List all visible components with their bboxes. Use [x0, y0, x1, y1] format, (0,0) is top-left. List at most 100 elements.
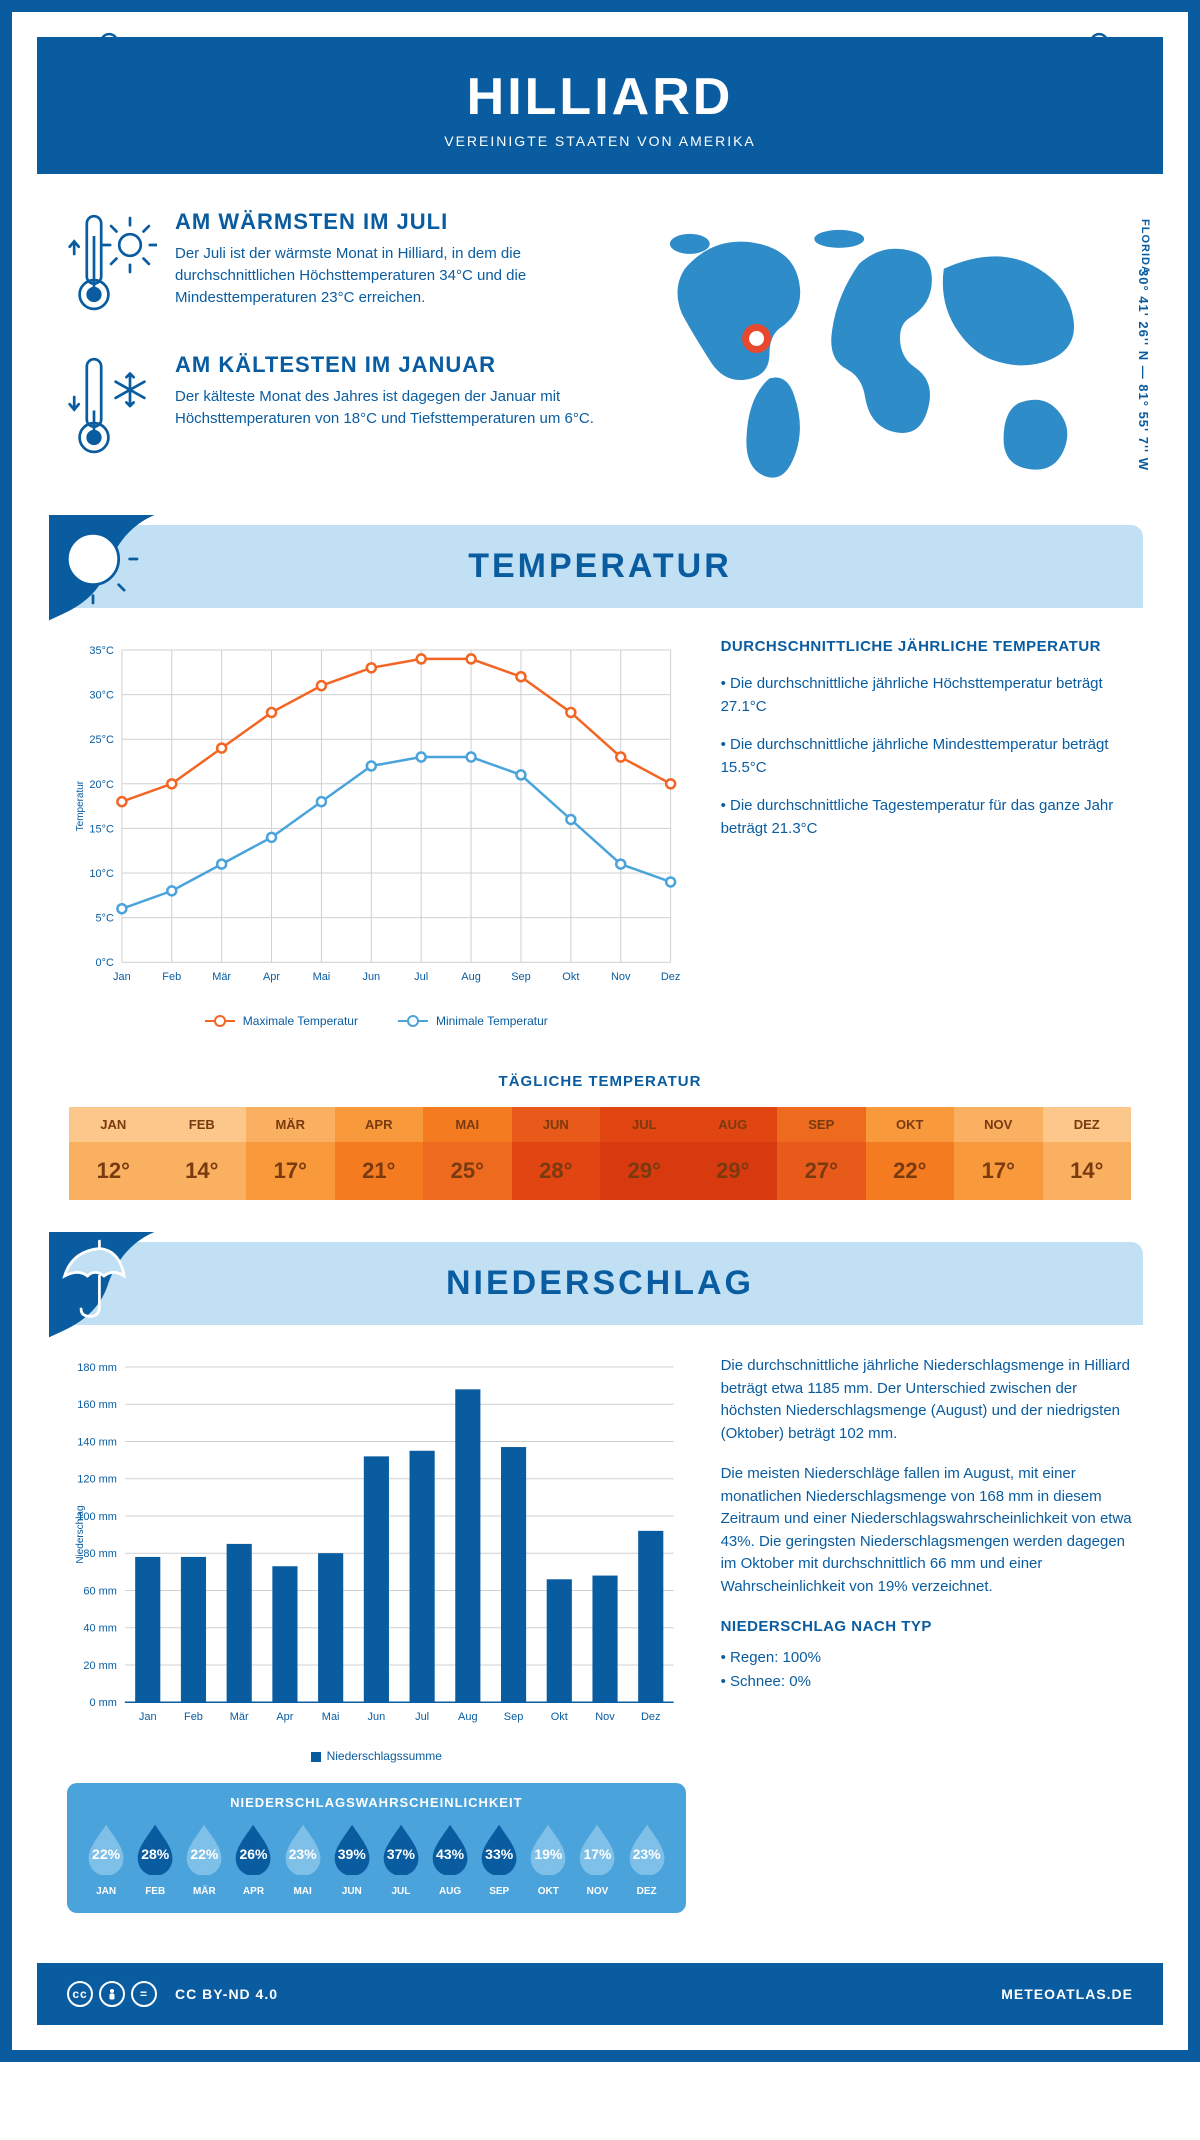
svg-text:160 mm: 160 mm [77, 1399, 117, 1411]
prob-drop: 22%JAN [83, 1822, 129, 1897]
temperature-banner: TEMPERATUR [57, 525, 1143, 608]
precip-type-snow: • Schnee: 0% [721, 1671, 1133, 1694]
svg-text:35°C: 35°C [89, 645, 114, 657]
fact-warm-body: Der Juli ist der wärmste Monat in Hillia… [175, 243, 615, 308]
daily-cell: FEB14° [158, 1107, 247, 1200]
precip-para-2: Die meisten Niederschläge fallen im Augu… [721, 1463, 1133, 1598]
svg-text:Mai: Mai [322, 1711, 340, 1723]
license-text: CC BY-ND 4.0 [175, 1986, 278, 2002]
temp-legend: Maximale Temperatur Minimale Temperatur [67, 1014, 686, 1028]
daily-cell: JUL29° [600, 1107, 689, 1200]
svg-text:Okt: Okt [562, 971, 579, 983]
by-icon [99, 1981, 125, 2007]
precip-left-col: 0 mm20 mm40 mm60 mm80 mm100 mm120 mm140 … [67, 1355, 686, 1913]
fact-warm-title: AM WÄRMSTEN IM JULI [175, 209, 615, 235]
svg-text:Aug: Aug [461, 971, 481, 983]
svg-text:120 mm: 120 mm [77, 1474, 117, 1486]
svg-text:Jan: Jan [139, 1711, 157, 1723]
svg-text:Dez: Dez [641, 1711, 661, 1723]
precip-para-1: Die durchschnittliche jährliche Niedersc… [721, 1355, 1133, 1445]
daily-temp-title: TÄGLICHE TEMPERATUR [12, 1073, 1188, 1090]
prob-drops-row: 22%JAN28%FEB22%MÄR26%APR23%MAI39%JUN37%J… [83, 1822, 670, 1897]
prob-drop: 37%JUL [378, 1822, 424, 1897]
svg-text:Mai: Mai [313, 971, 331, 983]
temp-fact-3: • Die durchschnittliche Tagestemperatur … [721, 795, 1133, 840]
daily-cell: AUG29° [689, 1107, 778, 1200]
svg-text:Feb: Feb [162, 971, 181, 983]
svg-text:140 mm: 140 mm [77, 1437, 117, 1449]
daily-cell: JAN12° [69, 1107, 158, 1200]
svg-text:Aug: Aug [458, 1711, 478, 1723]
world-map-icon [635, 209, 1133, 488]
svg-text:Sep: Sep [504, 1711, 524, 1723]
daily-cell: NOV17° [954, 1107, 1043, 1200]
prob-drop: 17%NOV [574, 1822, 620, 1897]
license-block: cc = CC BY-ND 4.0 [67, 1981, 278, 2007]
fact-warmest: AM WÄRMSTEN IM JULI Der Juli ist der wär… [67, 209, 615, 322]
probability-box: NIEDERSCHLAGSWAHRSCHEINLICHKEIT 22%JAN28… [67, 1783, 686, 1913]
prob-title: NIEDERSCHLAGSWAHRSCHEINLICHKEIT [83, 1795, 670, 1810]
precipitation-row: 0 mm20 mm40 mm60 mm80 mm100 mm120 mm140 … [12, 1325, 1188, 1933]
svg-text:30°C: 30°C [89, 690, 114, 702]
prob-drop: 33%SEP [476, 1822, 522, 1897]
svg-text:Nov: Nov [611, 971, 631, 983]
svg-text:15°C: 15°C [89, 823, 114, 835]
svg-text:Mär: Mär [212, 971, 231, 983]
svg-text:Jul: Jul [414, 971, 428, 983]
svg-text:Jul: Jul [415, 1711, 429, 1723]
prob-drop: 26%APR [230, 1822, 276, 1897]
fact-cold-body: Der kälteste Monat des Jahres ist dagege… [175, 386, 615, 430]
svg-text:20°C: 20°C [89, 779, 114, 791]
svg-text:25°C: 25°C [89, 734, 114, 746]
svg-text:Mär: Mär [230, 1711, 249, 1723]
daily-cell: DEZ14° [1043, 1107, 1132, 1200]
umbrella-icon [49, 1232, 159, 1347]
intro-row: AM WÄRMSTEN IM JULI Der Juli ist der wär… [12, 174, 1188, 525]
world-map-area: FLORIDA 30° 41' 26'' N — 81° 55' 7'' W [635, 209, 1133, 495]
thermometer-sun-icon [67, 209, 157, 322]
prob-drop: 23%MAI [280, 1822, 326, 1897]
svg-text:20 mm: 20 mm [83, 1660, 117, 1672]
daily-cell: SEP27° [777, 1107, 866, 1200]
svg-text:Nov: Nov [595, 1711, 615, 1723]
prob-drop: 43%AUG [427, 1822, 473, 1897]
precip-text: Die durchschnittliche jährliche Niedersc… [721, 1355, 1133, 1913]
coords-label: 30° 41' 26'' N — 81° 55' 7'' W [1136, 269, 1151, 471]
nd-icon: = [131, 1981, 157, 2007]
temperature-row: 0°C5°C10°C15°C20°C25°C30°C35°CJanFebMärA… [12, 608, 1188, 1048]
svg-text:180 mm: 180 mm [77, 1362, 117, 1374]
svg-text:80 mm: 80 mm [83, 1548, 117, 1560]
svg-text:Sep: Sep [511, 971, 531, 983]
daily-cell: JUN28° [512, 1107, 601, 1200]
precip-heading: NIEDERSCHLAG [87, 1264, 1113, 1303]
thermometer-snow-icon [67, 352, 157, 465]
footer: cc = CC BY-ND 4.0 METEOATLAS.DE [37, 1963, 1163, 2025]
cc-icon: cc [67, 1981, 93, 2007]
precip-type-heading: NIEDERSCHLAG NACH TYP [721, 1616, 1133, 1639]
fact-cold-title: AM KÄLTESTEN IM JANUAR [175, 352, 615, 378]
temp-line-chart: 0°C5°C10°C15°C20°C25°C30°C35°CJanFebMärA… [67, 638, 686, 1028]
legend-max: Maximale Temperatur [243, 1014, 358, 1028]
svg-text:Temperatur: Temperatur [75, 780, 86, 831]
svg-text:0 mm: 0 mm [89, 1697, 116, 1709]
infographic-page: HILLIARD VEREINIGTE STAATEN VON AMERIKA … [0, 0, 1200, 2062]
temp-fact-1: • Die durchschnittliche jährliche Höchst… [721, 673, 1133, 718]
prob-drop: 28%FEB [132, 1822, 178, 1897]
daily-temp-table: JAN12°FEB14°MÄR17°APR21°MAI25°JUN28°JUL2… [67, 1105, 1133, 1202]
svg-text:Dez: Dez [661, 971, 681, 983]
header: HILLIARD VEREINIGTE STAATEN VON AMERIKA [37, 37, 1163, 174]
temp-heading: TEMPERATUR [87, 547, 1113, 586]
svg-text:Jan: Jan [113, 971, 131, 983]
precip-legend: Niederschlagssumme [67, 1749, 686, 1763]
svg-text:5°C: 5°C [95, 913, 113, 925]
svg-text:Niederschlag: Niederschlag [75, 1506, 86, 1564]
country-subtitle: VEREINIGTE STAATEN VON AMERIKA [57, 133, 1143, 149]
fact-coldest: AM KÄLTESTEN IM JANUAR Der kälteste Mona… [67, 352, 615, 465]
daily-cell: OKT22° [866, 1107, 955, 1200]
temp-facts: DURCHSCHNITTLICHE JÄHRLICHE TEMPERATUR •… [721, 638, 1133, 1028]
intro-facts: AM WÄRMSTEN IM JULI Der Juli ist der wär… [67, 209, 615, 495]
svg-text:40 mm: 40 mm [83, 1623, 117, 1635]
precip-bar-chart: 0 mm20 mm40 mm60 mm80 mm100 mm120 mm140 … [67, 1355, 686, 1734]
prob-drop: 19%OKT [525, 1822, 571, 1897]
prob-drop: 23%DEZ [624, 1822, 670, 1897]
